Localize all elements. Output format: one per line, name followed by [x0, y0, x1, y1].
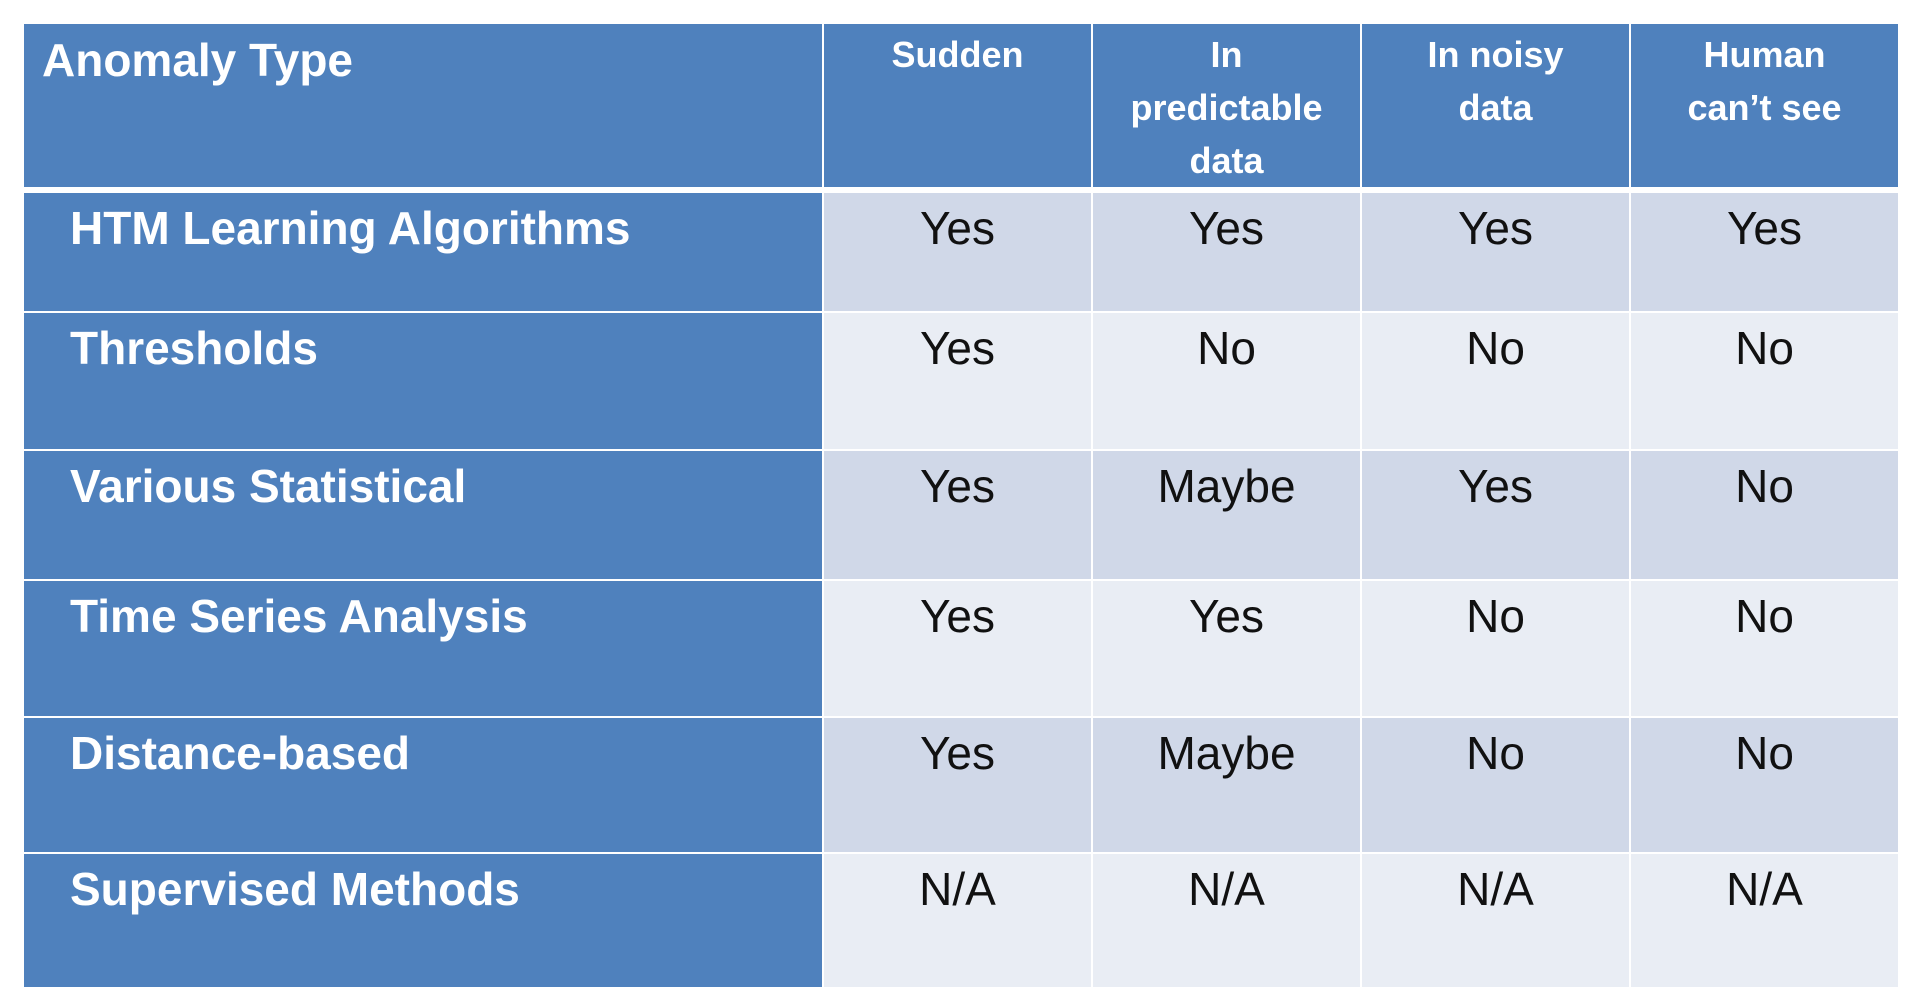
row-label: Thresholds [22, 311, 824, 451]
table-cell: Maybe [1091, 716, 1362, 854]
table-row: Supervised Methods N/A N/A N/A N/A [22, 852, 1900, 989]
table-cell: Yes [1360, 189, 1631, 313]
table-cell: N/A [1629, 852, 1900, 989]
table-cell: N/A [1360, 852, 1631, 989]
row-label: Distance-based [22, 716, 824, 854]
header-anomaly-type: Anomaly Type [22, 22, 824, 191]
table-cell: Maybe [1091, 449, 1362, 581]
table-cell: No [1629, 579, 1900, 718]
table-cell: No [1360, 311, 1631, 451]
row-label: Time Series Analysis [22, 579, 824, 718]
table-cell: Yes [1091, 189, 1362, 313]
row-label: Various Statistical [22, 449, 824, 581]
table-cell: Yes [822, 716, 1093, 854]
header-line: can’t see [1687, 87, 1842, 128]
header-sudden: Sudden [822, 22, 1093, 191]
row-label: HTM Learning Algorithms [22, 189, 824, 313]
table-cell: Yes [822, 311, 1093, 451]
header-line: In noisy [1427, 34, 1564, 75]
header-line: data [1458, 87, 1533, 128]
header-line: Sudden [891, 34, 1024, 75]
table-cell: N/A [1091, 852, 1362, 989]
table-row: Time Series Analysis Yes Yes No No [22, 579, 1900, 718]
table-cell: Yes [822, 189, 1093, 313]
header-human-cant-see: Human can’t see [1629, 22, 1900, 191]
header-line: Human [1703, 34, 1826, 75]
table-cell: N/A [822, 852, 1093, 989]
header-line: data [1189, 140, 1264, 181]
header-line: In [1210, 34, 1243, 75]
header-in-predictable-data: In predictable data [1091, 22, 1362, 191]
table-row: Thresholds Yes No No No [22, 311, 1900, 451]
table-cell: Yes [1629, 189, 1900, 313]
table-cell: No [1629, 449, 1900, 581]
table-row: HTM Learning Algorithms Yes Yes Yes Yes [22, 189, 1900, 313]
table-cell: Yes [822, 449, 1093, 581]
table-cell: No [1360, 579, 1631, 718]
table-cell: Yes [822, 579, 1093, 718]
header-row: Anomaly Type Sudden In predictable data … [22, 22, 1900, 191]
table-cell: No [1360, 716, 1631, 854]
header-in-noisy-data: In noisy data [1360, 22, 1631, 191]
header-line: predictable [1130, 87, 1323, 128]
table-row: Various Statistical Yes Maybe Yes No [22, 449, 1900, 581]
table-cell: Yes [1091, 579, 1362, 718]
table-row: Distance-based Yes Maybe No No [22, 716, 1900, 854]
table-cell: Yes [1360, 449, 1631, 581]
table-cell: No [1629, 311, 1900, 451]
row-label: Supervised Methods [22, 852, 824, 989]
comparison-table: Anomaly Type Sudden In predictable data … [22, 22, 1900, 989]
table-cell: No [1091, 311, 1362, 451]
table-cell: No [1629, 716, 1900, 854]
